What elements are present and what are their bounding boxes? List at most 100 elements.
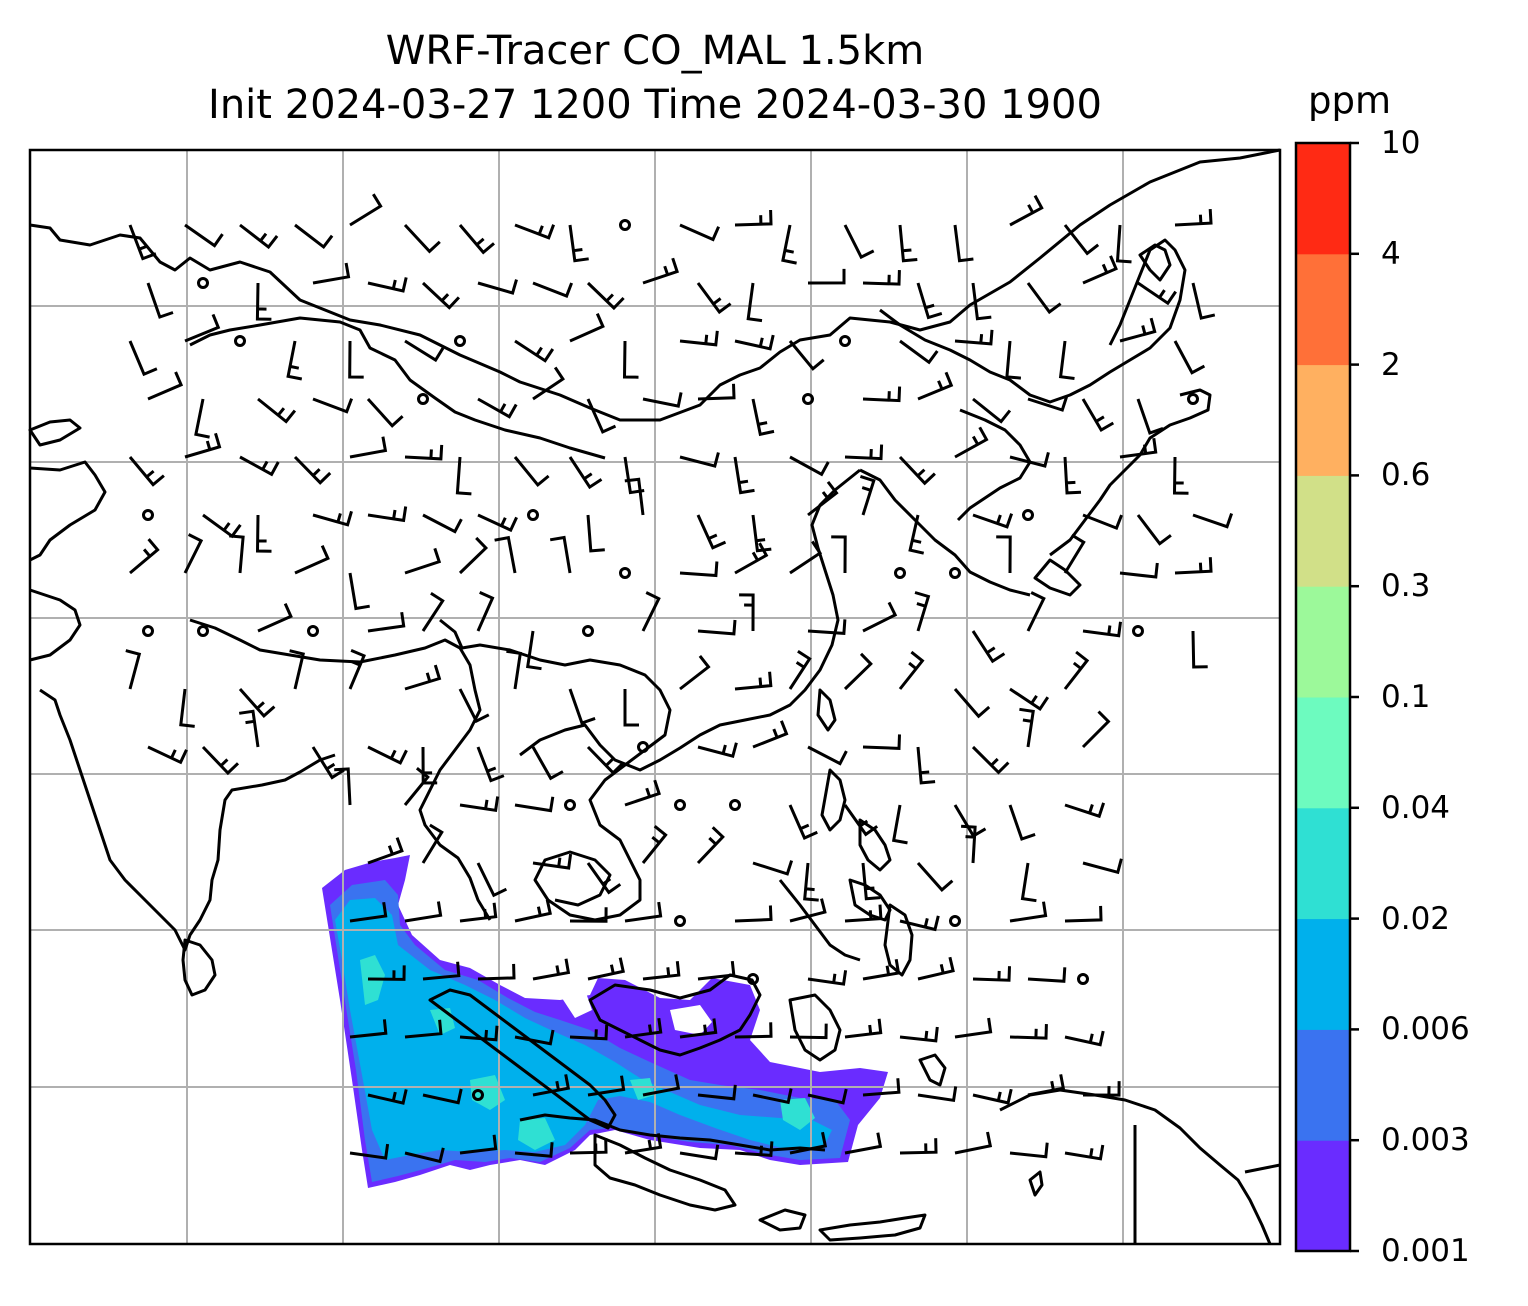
wind-barb	[1173, 340, 1206, 375]
wind-barb	[514, 223, 556, 240]
wind-barb	[954, 329, 994, 346]
wind-barb	[1115, 224, 1132, 264]
wind-barb	[1026, 282, 1062, 315]
wind-barb	[569, 1024, 609, 1041]
wind-barb	[862, 386, 902, 403]
colorbar-segment	[1296, 143, 1350, 255]
wind-barb	[286, 340, 303, 381]
wind-barb	[146, 282, 174, 319]
calm-marker	[197, 277, 209, 289]
wind-barb	[184, 223, 224, 248]
wind-barb	[899, 1138, 938, 1155]
wind-barb	[898, 650, 925, 690]
wind-barb	[455, 456, 472, 496]
wind-barb	[525, 630, 542, 671]
wind-barb	[752, 1088, 793, 1105]
wind-barb	[348, 649, 366, 690]
wind-barb	[458, 224, 495, 255]
wind-barb	[971, 745, 1010, 775]
coastlines	[28, 148, 1281, 1245]
wind-barb	[1191, 282, 1216, 320]
wind-barb	[128, 340, 158, 377]
wind-barb	[202, 513, 242, 539]
wind-barb	[1009, 1142, 1049, 1159]
wind-barb	[1119, 562, 1159, 579]
wind-barb	[1064, 802, 1106, 819]
wind-barb	[183, 533, 204, 574]
colorbar-tick-label: 2	[1381, 346, 1401, 383]
wind-barb	[1136, 514, 1172, 546]
calm-marker	[454, 335, 466, 347]
wind-barb	[954, 1131, 993, 1155]
wind-barb	[861, 862, 881, 901]
calm-marker	[1022, 509, 1034, 521]
calm-marker	[674, 799, 686, 811]
wind-barb	[459, 1025, 499, 1042]
colorbar-tick-label: 0.1	[1381, 679, 1431, 715]
wind-barb	[843, 804, 879, 837]
wind-barb	[807, 745, 848, 766]
wind-barb	[733, 456, 755, 495]
wind-barb	[334, 767, 352, 806]
wind-barb	[908, 514, 925, 555]
wind-barb	[367, 745, 408, 765]
wind-barb	[624, 901, 663, 923]
calm-marker	[619, 567, 631, 579]
colorbar-segment	[1296, 253, 1350, 366]
wind-barb	[366, 397, 404, 428]
wind-barb	[349, 901, 388, 923]
wind-barb	[458, 536, 489, 575]
wind-barb	[367, 837, 404, 865]
wind-barb	[1137, 281, 1177, 306]
calm-marker	[564, 799, 576, 811]
wind-barb	[586, 281, 625, 311]
wind-barb	[477, 397, 518, 419]
wind-barb	[807, 1088, 848, 1105]
calm-marker	[142, 625, 154, 637]
wind-barb	[914, 591, 931, 632]
wind-barb	[752, 720, 789, 749]
wind-barb	[996, 535, 1012, 574]
calm-marker	[1077, 973, 1089, 985]
wind-barb	[679, 330, 719, 347]
wind-barb	[422, 961, 461, 981]
wind-barb	[1009, 901, 1048, 923]
calm-marker	[839, 335, 851, 347]
wind-barb	[293, 455, 332, 485]
wind-barb	[1119, 317, 1157, 343]
wind-barb	[128, 224, 157, 261]
wind-barb	[1027, 396, 1069, 412]
wind-barb	[312, 397, 354, 414]
wind-barb	[844, 904, 883, 923]
wind-barb	[622, 340, 639, 379]
wind-barb	[1082, 621, 1122, 638]
wind-barb	[624, 779, 661, 807]
wind-barb	[1063, 650, 1090, 690]
wind-barb	[129, 538, 160, 575]
wind-barb	[641, 825, 668, 864]
wind-barb	[404, 664, 442, 691]
wind-barb	[422, 1088, 463, 1105]
wind-barb	[568, 456, 603, 490]
wind-barb	[513, 456, 550, 488]
calm-marker	[417, 393, 429, 405]
wind-barb	[807, 268, 846, 285]
wind-barb	[697, 619, 737, 636]
wind-barb	[1008, 804, 1036, 841]
colorbar-tick-label: 0.3	[1381, 568, 1431, 605]
wind-barb	[953, 224, 974, 263]
wind-barb	[788, 649, 812, 690]
wind-barb	[459, 796, 500, 813]
wind-barb	[569, 907, 608, 923]
wind-barb	[349, 1143, 390, 1160]
wind-barb	[312, 262, 351, 285]
wind-barb	[1063, 224, 1100, 256]
wind-barb	[862, 734, 901, 750]
wind-barb	[477, 513, 518, 533]
calm-marker	[894, 567, 906, 579]
wind-barb	[349, 436, 388, 459]
wind-barb	[459, 902, 498, 923]
wind-barb	[367, 965, 406, 981]
wind-barb	[971, 630, 1006, 664]
calm-marker	[197, 625, 209, 637]
